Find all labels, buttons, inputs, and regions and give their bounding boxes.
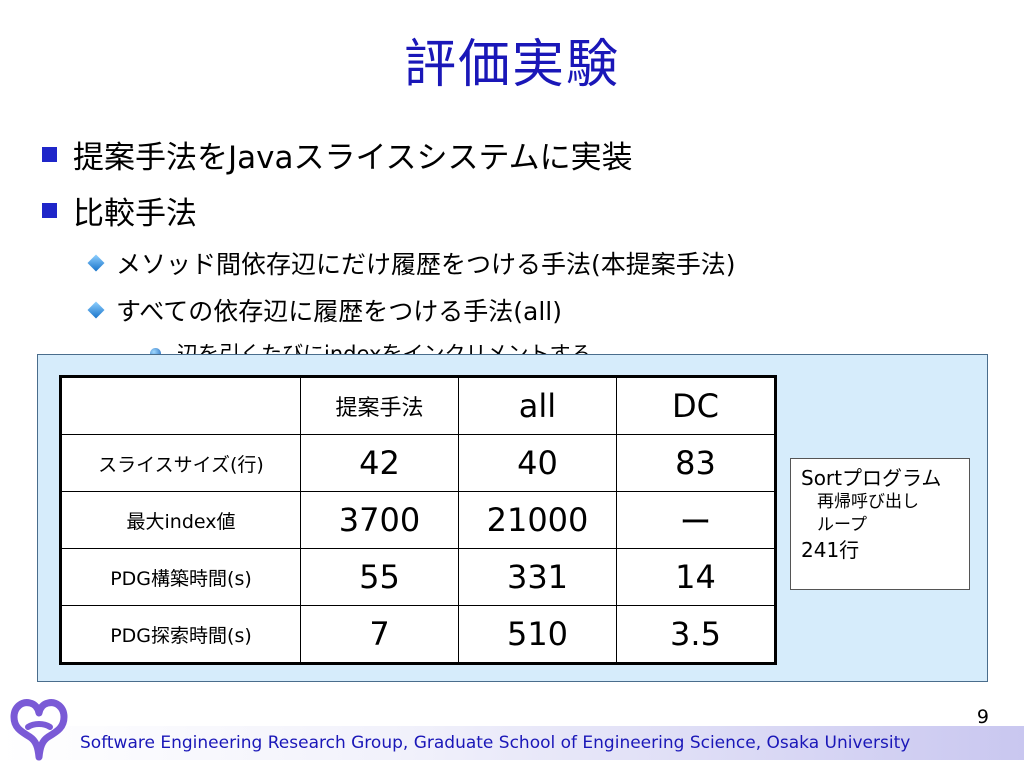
table-cell: 55	[300, 548, 459, 606]
square-bullet-icon	[42, 203, 57, 218]
table-cell: 331	[458, 548, 617, 606]
row-header: PDG探索時間(s)	[60, 605, 301, 664]
sort-program-note: Sortプログラム 再帰呼び出し ループ 241行	[790, 458, 970, 590]
footer-bar	[0, 726, 1024, 760]
note-title: Sortプログラム	[801, 466, 942, 490]
note-line: ループ	[817, 515, 867, 535]
sub-bullet-text: メソッド間依存辺にだけ履歴をつける手法(本提案手法)	[116, 250, 736, 279]
sub-bullet-text: すべての依存辺に履歴をつける手法(all)	[116, 297, 562, 326]
sub-bullet-item: すべての依存辺に履歴をつける手法(all)	[87, 292, 562, 328]
table-cell: 21000	[458, 491, 617, 549]
bullet-item: 比較手法	[42, 188, 197, 233]
table-row: 最大index値 3700 21000 ー	[60, 491, 776, 549]
table-cell: 14	[616, 548, 776, 606]
table-row: PDG構築時間(s) 55 331 14	[60, 548, 776, 606]
table-cell: 510	[458, 605, 617, 664]
university-logo-icon	[10, 699, 68, 761]
bullet-text: 比較手法	[73, 196, 197, 232]
circle-bullet-icon	[150, 347, 161, 359]
table-cell: ー	[616, 491, 776, 549]
table-cell: 7	[300, 605, 459, 664]
table-header-row: 提案手法 all DC	[60, 376, 776, 435]
diamond-bullet-icon	[87, 301, 105, 319]
bullet-text: 提案手法をJavaスライスシステムに実装	[73, 140, 633, 176]
row-header: PDG構築時間(s)	[60, 548, 301, 606]
note-line: 再帰呼び出し	[817, 492, 919, 512]
page-number: 9	[976, 706, 989, 728]
footer-text: Software Engineering Research Group, Gra…	[80, 733, 911, 753]
table-cell: 3.5	[616, 605, 776, 664]
row-header: 最大index値	[60, 491, 301, 549]
table-row: スライスサイズ(行) 42 40 83	[60, 434, 776, 492]
row-header: スライスサイズ(行)	[60, 434, 301, 492]
table-cell: 42	[300, 434, 459, 492]
table-cell: 83	[616, 434, 776, 492]
diamond-bullet-icon	[87, 254, 105, 272]
results-table: 提案手法 all DC スライスサイズ(行) 42 40 83 最大index値…	[59, 375, 777, 665]
sub-bullet-item: メソッド間依存辺にだけ履歴をつける手法(本提案手法)	[87, 245, 736, 281]
note-line: 241行	[801, 538, 860, 562]
table-cell: 40	[458, 434, 617, 492]
square-bullet-icon	[42, 147, 57, 162]
slide-title: 評価実験	[403, 35, 620, 95]
table-row: PDG探索時間(s) 7 510 3.5	[60, 605, 776, 664]
table-corner-cell	[60, 376, 301, 435]
column-header: DC	[616, 376, 776, 435]
table-cell: 3700	[300, 491, 459, 549]
column-header: all	[458, 376, 617, 435]
column-header: 提案手法	[300, 376, 459, 435]
bullet-item: 提案手法をJavaスライスシステムに実装	[42, 132, 633, 177]
